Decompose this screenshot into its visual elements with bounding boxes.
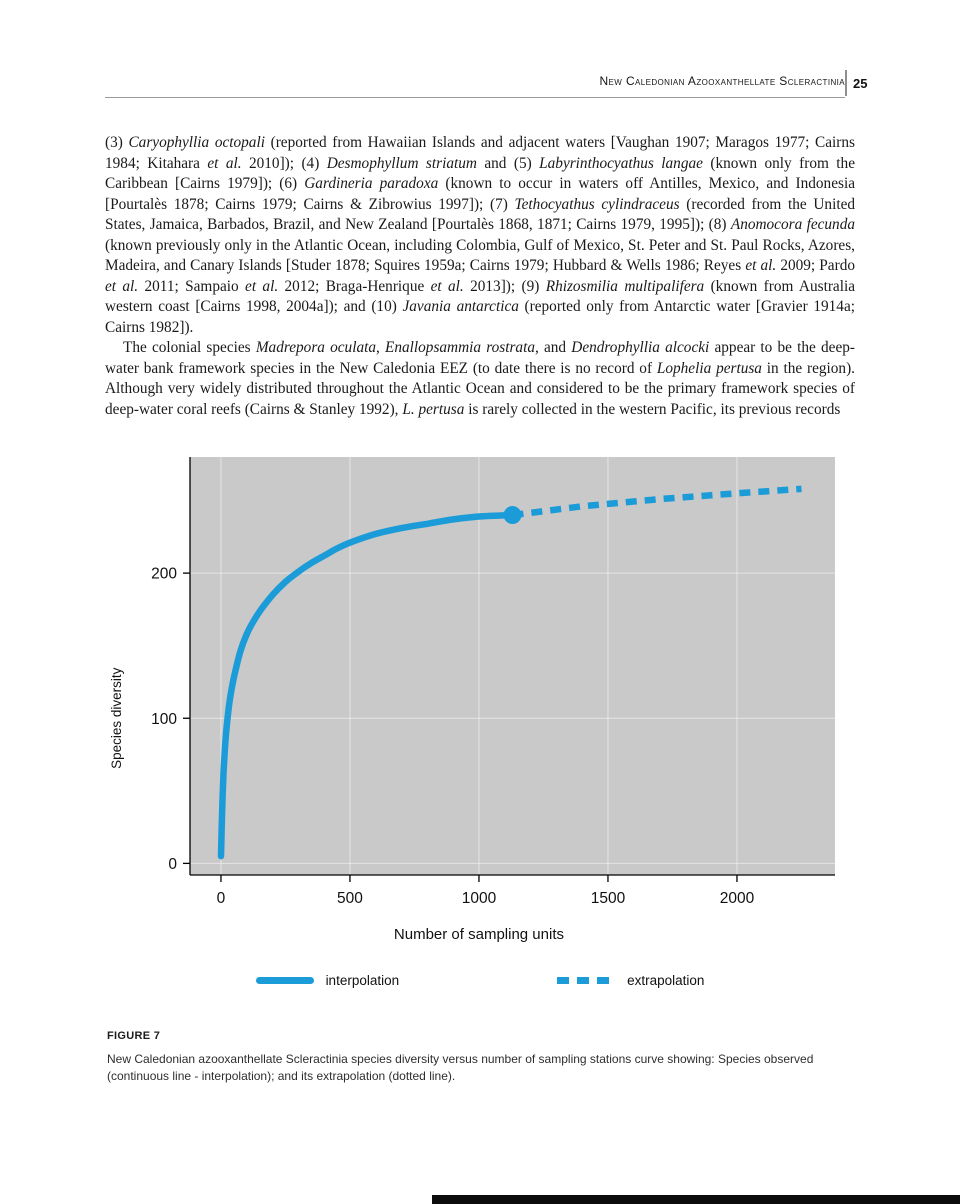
italic-text-run: et al. — [245, 277, 279, 295]
species-diversity-chart: 0 500 1000 1500 2000 0 100 200 Number of samplin… — [105, 449, 850, 949]
text-run: (known to occur in waters off Antilles, … — [105, 175, 855, 213]
paragraph: (3) Caryophyllia octopali (reported from… — [105, 133, 855, 338]
text-run: (3) — [105, 134, 129, 151]
italic-text-run: Caryophyllia octopali — [128, 134, 265, 151]
page-header: New Caledonian Azooxanthellate Scleracti… — [105, 72, 845, 98]
text-run: and (5) — [476, 154, 540, 172]
italic-text-run: et al. — [207, 154, 242, 172]
figure-7: 0 500 1000 1500 2000 0 100 200 Number of samplin… — [105, 449, 855, 988]
legend-item-extrapolation: extrapolation — [557, 973, 704, 988]
extrapolation-line — [512, 485, 802, 519]
figure-caption-block: FIGURE 7 New Caledonian azooxanthellate … — [107, 1030, 857, 1085]
italic-text-run: L. pertusa — [402, 400, 465, 418]
text-run: (recorded from the United States, Jamaic… — [105, 195, 856, 234]
italic-text-run: Lophelia pertusa — [656, 359, 762, 377]
italic-text-run: Enallopsammia rostrata — [385, 339, 535, 356]
x-tick-label: 500 — [337, 890, 363, 907]
italic-text-run: Rhizosmilia multipalifera — [545, 277, 705, 295]
running-title: New Caledonian Azooxanthellate Scleracti… — [599, 74, 845, 88]
plot-background — [190, 457, 835, 875]
junction-marker — [503, 506, 522, 525]
italic-text-run: Javania antarctica — [402, 298, 519, 315]
paragraph: The colonial species Madrepora oculata , … — [105, 338, 855, 420]
body-text: (3) Caryophyllia octopali (reported from… — [105, 133, 855, 420]
x-tick-label: 0 — [217, 890, 226, 907]
chart-legend: interpolation extrapolation — [105, 973, 855, 988]
italic-text-run: et al. — [105, 277, 139, 295]
text-run: The colonial species — [123, 339, 256, 356]
text-run: 2009; Pardo — [776, 257, 855, 274]
text-run: in the region). Although very widely dis… — [105, 359, 855, 418]
italic-text-run: Dendrophyllia alcocki — [571, 339, 710, 356]
text-run: 2012; Braga-Henrique — [278, 277, 431, 295]
header-divider — [845, 70, 847, 96]
text-run: (reported only from Antarctic water [Gra… — [105, 298, 855, 336]
italic-text-run: Desmophyllum striatum — [326, 154, 477, 172]
legend-label: extrapolation — [627, 973, 705, 988]
interpolation-line-swatch — [255, 977, 314, 984]
y-tick-label: 200 — [151, 566, 177, 583]
x-axis-title: Number of sampling units — [394, 926, 564, 943]
y-axis-title: Species diversity — [109, 667, 124, 769]
text-run: is rarely collected in the western Pacif… — [464, 400, 841, 418]
text-run: (known from Australia western coast [Cai… — [105, 277, 856, 316]
figure-caption: New Caledonian azooxanthellate Scleracti… — [107, 1052, 814, 1083]
extrapolation-line-swatch — [557, 977, 616, 984]
italic-text-run: Tethocyathus cylindraceus — [514, 195, 680, 213]
x-tick-label: 1500 — [591, 890, 626, 907]
text-run: , and — [534, 339, 572, 356]
italic-text-run: Madrepora oculata — [255, 339, 376, 356]
italic-text-run: et al. — [430, 277, 464, 295]
text-run: 2010]); (4) — [241, 154, 327, 172]
y-tick-label: 100 — [151, 711, 177, 728]
text-run: (known previously only in the Atlantic O… — [105, 236, 855, 275]
y-tick-label: 0 — [168, 856, 177, 873]
x-tick-label: 2000 — [720, 890, 755, 907]
italic-text-run: Labyrinthocyathus langae — [539, 154, 703, 172]
italic-text-run: Gardineria paradoxa — [304, 175, 439, 192]
text-run: , — [376, 339, 386, 356]
x-tick-label: 1000 — [462, 890, 497, 907]
bottom-scan-bar — [432, 1195, 960, 1204]
italic-text-run: Anomocora fecunda — [730, 216, 855, 233]
chart-svg: 0 500 1000 1500 2000 0 100 200 Number of samplin… — [109, 457, 835, 943]
figure-label: FIGURE 7 — [107, 1030, 161, 1042]
text-run: 2011; Sampaio — [138, 277, 246, 295]
text-run: (known only from the Caribbean [Cairns 1… — [105, 154, 855, 193]
text-run: 2013]); (9) — [463, 277, 546, 295]
legend-item-interpolation: interpolation — [255, 973, 400, 988]
legend-label: interpolation — [325, 973, 400, 988]
text-run: appear to be the deep-water bank framewo… — [105, 339, 856, 377]
page-number: 25 — [853, 76, 868, 91]
italic-text-run: et al. — [745, 257, 777, 274]
interpolation-line — [217, 511, 516, 860]
text-run: (reported from Hawaiian Islands and adja… — [105, 134, 855, 172]
